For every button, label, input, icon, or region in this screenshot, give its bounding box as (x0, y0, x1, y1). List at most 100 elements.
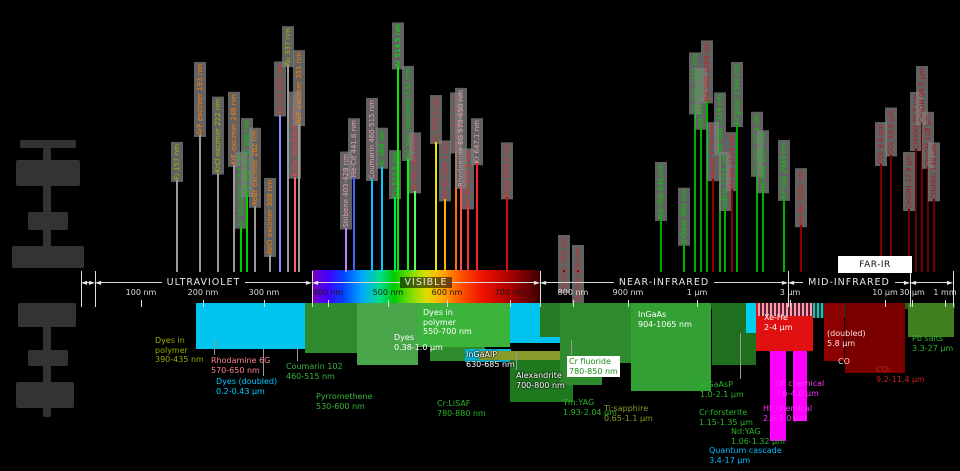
leader-line (571, 340, 572, 355)
axis-tick (912, 300, 913, 307)
laser-line (577, 270, 579, 272)
band-label: NEAR-INFRARED (613, 277, 715, 288)
axis-band: ◄ ► (910, 276, 953, 289)
laser-line (800, 225, 802, 272)
uv-polymer-dyes-label: Dyes in polymer 390-435 nm (155, 336, 204, 364)
laser-line-label: CH₃OH 37.9 μm (903, 152, 915, 212)
band-arrow-right: ► (305, 277, 313, 287)
laser-line (908, 209, 910, 272)
laser-line (736, 125, 738, 272)
range-box-pb-salts (908, 303, 954, 337)
axis-tick-label: 800 nm (557, 288, 589, 297)
axis-band: ◄ ULTRAVIOLET ► (95, 276, 312, 289)
axis-tick (573, 300, 574, 307)
legend-key-shape (18, 303, 76, 327)
dyes-label: Dyes 0.38-1.0 μm (394, 333, 443, 352)
legend-key-shape (16, 160, 80, 186)
legend-key-shape (43, 148, 51, 266)
laser-line (694, 112, 696, 272)
dyes-doubled-label: Dyes (doubled) 0.2-0.43 μm (216, 377, 278, 396)
laser-line (927, 167, 929, 272)
axis-tick (510, 300, 511, 307)
laser-line-label: Cu 578.2 nm (430, 95, 442, 145)
laser-line-label: Nd:YAG 946 nm (655, 162, 667, 221)
ingaas-label: InGaAs 904-1065 nm (638, 310, 692, 329)
axis-tick-label: 300 nm (248, 288, 280, 297)
band-separator (540, 271, 541, 307)
axis-tick-label: 900 nm (612, 288, 644, 297)
range-box-dye-range-1 (305, 303, 357, 353)
laser-line (460, 187, 462, 272)
range-box-nir-green-1 (540, 303, 560, 337)
band-arrow-right: ► (946, 277, 953, 287)
co2-range-label: CO₂ 9.2-11.4 μm (876, 365, 925, 384)
axis-band: ◄ MID-INFRARED ► (788, 276, 910, 289)
band-arrow-right: ► (533, 277, 541, 287)
laser-line (880, 164, 882, 272)
laser-line (298, 124, 300, 272)
laser-line-label: Ar 514.5 nm (392, 22, 404, 70)
laser-line (176, 180, 178, 272)
range-box-ingaas (631, 303, 711, 391)
band-arrow-left: ◄ (540, 277, 547, 287)
band-arrow-left: ◄ (95, 277, 102, 287)
band-separator (910, 271, 911, 307)
band-label: MID-INFRARED (803, 277, 895, 288)
band-arrow-left: ◄ (788, 277, 795, 287)
axis-tick (264, 300, 265, 307)
leader-line (740, 333, 741, 379)
laser-line-label: CH₃NH₂ 148 μm (928, 142, 940, 202)
laser-line (199, 135, 201, 272)
alexandrite-label: Alexandrite 700-800 nm (516, 371, 565, 390)
range-box-hatch-pink (758, 303, 813, 316)
band-separator (788, 271, 789, 307)
axis-tick-label: 400 nm (312, 288, 344, 297)
legend-key-shape (28, 212, 68, 230)
co2-doubled-label: (doubled) 5.8 μm (827, 329, 866, 348)
laser-line (246, 195, 248, 272)
visible-spectrum-gradient (312, 270, 540, 307)
laser-line-label: XeBr excimer 282 nm (249, 128, 261, 208)
band-arrow-left: ◄ (81, 277, 88, 287)
range-box-hf-chemical (770, 351, 786, 441)
range-box-dyes-doubled (196, 303, 316, 349)
cr-forsterite-label: Cr:forsterite 1.15-1.35 μm (699, 408, 753, 427)
axis-band: ◄ ► (81, 276, 95, 289)
laser-line (933, 199, 935, 272)
legend-key-shape (16, 382, 74, 408)
axis-tick-label: 3 μm (779, 288, 801, 297)
laser-line-label: Ruby 694.3 nm (501, 142, 513, 200)
laser-line-label: He-Ne 543.5 nm (409, 132, 421, 194)
axis-tick-label: 10 μm (872, 288, 898, 297)
far-ir-band-label-text: FAR-IR (859, 259, 891, 270)
laser-line (407, 159, 409, 272)
legend-key-shape (28, 350, 68, 366)
hf-chemical-label: HF chemical 2.6-3.0 μm (763, 404, 813, 423)
laser-line (233, 165, 235, 272)
leader-line (297, 347, 298, 361)
laser-line-label: He-Ne 3391 nm (795, 168, 807, 228)
axis-tick (328, 300, 329, 307)
laser-line-label: Ar 488 nm (376, 128, 388, 169)
quantum-cascade-label: Quantum cascade 3.4-17 μm (709, 446, 782, 465)
laser-line (683, 244, 685, 272)
laser-line-label: Ho:YAG 2097 nm (757, 130, 769, 194)
ingaalp-label: InGaAlP 630-685 nm (466, 350, 515, 369)
laser-line (731, 189, 733, 272)
laser-line (394, 197, 396, 272)
rhodamine-label: Rhodamine 6G 570-650 nm (211, 356, 271, 375)
laser-line (444, 199, 446, 272)
laser-line (269, 255, 271, 272)
band-arrow-right: ► (88, 277, 95, 287)
range-box-dyes-in-polymer (418, 303, 510, 347)
laser-line-label: ArF excimer 193 nm (194, 62, 206, 137)
axis-tick-label: 30 μm (899, 288, 925, 297)
laser-line (712, 179, 714, 272)
laser-line-label: He-Cd 441.6 nm (348, 118, 360, 180)
df-chemical-label: DF chemical 3.6-4.0 μm (775, 379, 825, 398)
range-box-quasi-cw (746, 303, 756, 333)
axis-tick-label: 200 nm (187, 288, 219, 297)
tm-yag-label: Tm:YAG 1.93-2.04 μm (563, 398, 617, 417)
band-separator (95, 271, 96, 307)
